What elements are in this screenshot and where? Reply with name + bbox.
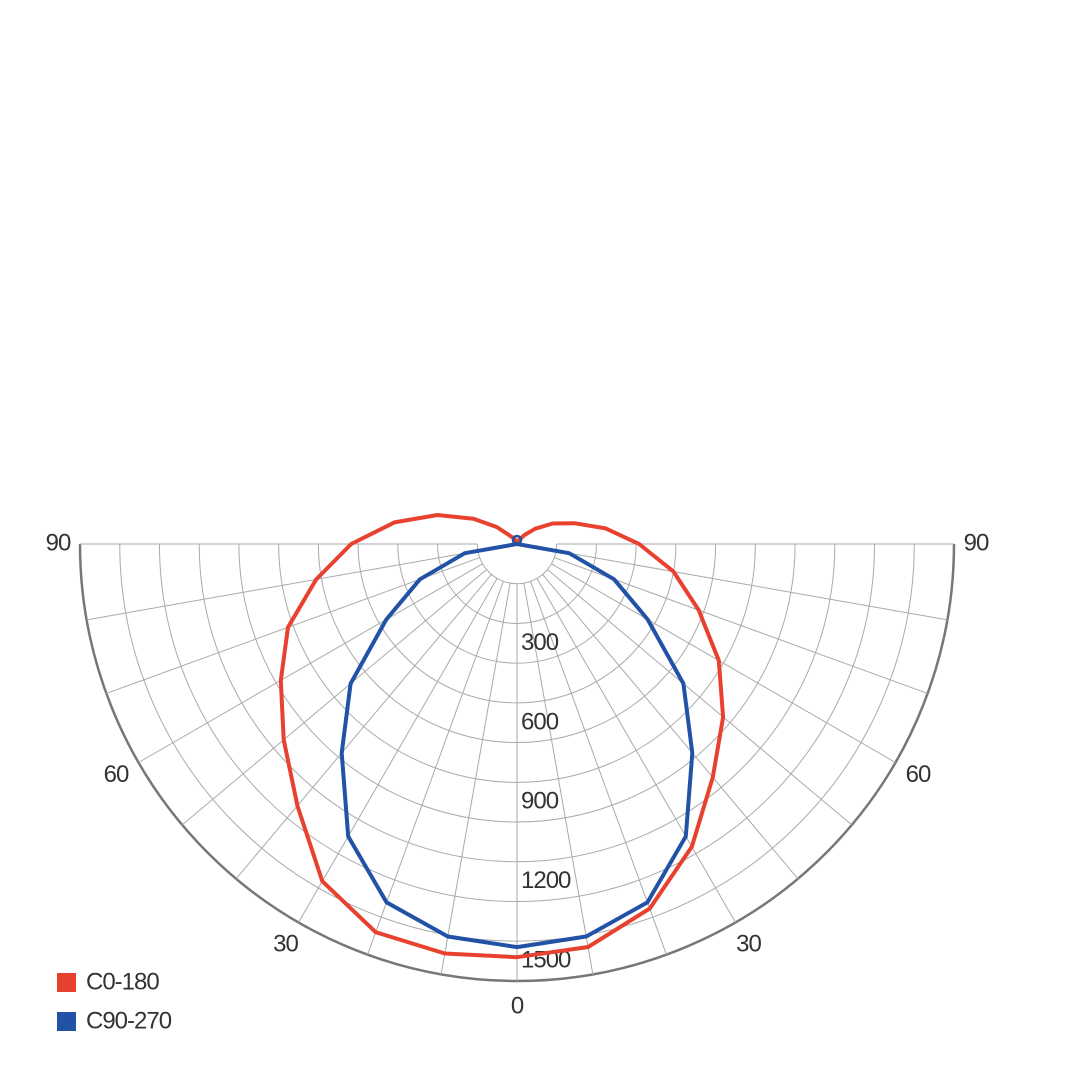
grid-spoke: [298, 578, 498, 923]
grid-spoke: [542, 574, 799, 880]
angle-tick-label: 60: [104, 761, 129, 788]
grid: [78, 543, 956, 983]
grid-spoke: [536, 578, 736, 923]
legend-swatch: [57, 1012, 76, 1031]
r-tick-label: 600: [521, 708, 559, 735]
grid-ring: [476, 543, 558, 585]
grid-spoke: [138, 563, 483, 763]
angle-tick-label: 60: [906, 761, 931, 788]
legend-label: C90-270: [86, 1007, 172, 1034]
grid-spoke: [556, 550, 948, 621]
series-line: [278, 513, 726, 960]
angle-tick-label: 30: [273, 930, 298, 957]
grid-spoke: [523, 583, 594, 975]
r-tick-label: 900: [521, 788, 559, 815]
center-marker: [511, 534, 523, 546]
legend-swatch: [57, 973, 76, 992]
grid-spoke: [547, 569, 853, 826]
grid-spoke: [235, 574, 492, 880]
grid-spoke: [181, 569, 487, 826]
angle-tick-label: 0: [511, 992, 524, 1019]
r-tick-label: 300: [521, 629, 559, 656]
r-tick-label: 1200: [521, 867, 571, 894]
angle-tick-label: 90: [46, 529, 71, 556]
grid-spoke: [551, 563, 896, 763]
grid-spoke: [530, 581, 667, 955]
grid-spoke: [86, 550, 478, 621]
series-line: [339, 542, 695, 950]
angle-tick-label: 30: [736, 930, 761, 957]
grid-spoke: [367, 581, 504, 955]
grid-spoke: [440, 583, 511, 975]
angle-tick-label: 90: [964, 529, 989, 556]
legend-label: C0-180: [86, 968, 159, 995]
